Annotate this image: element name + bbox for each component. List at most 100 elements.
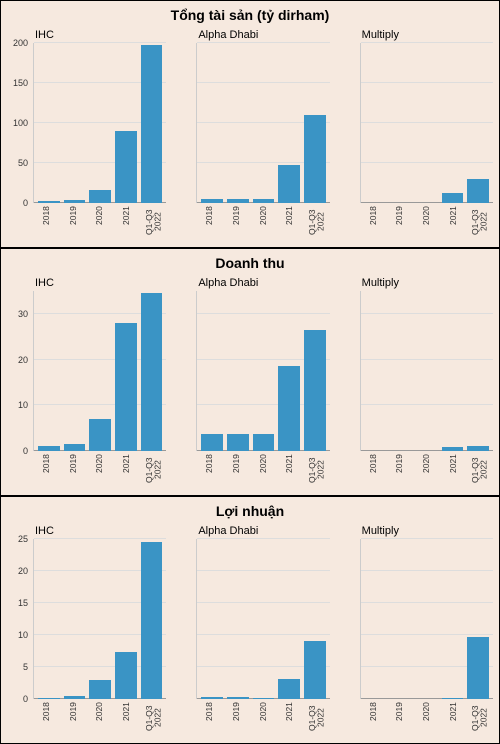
y-tick-label: 0 (23, 694, 28, 704)
plot-area (360, 539, 493, 699)
panel-title: Lợi nhuận (7, 503, 493, 519)
y-tick-label: 0 (23, 446, 28, 456)
x-tick-label: 2021 (440, 451, 467, 489)
x-tick-label: 2021 (113, 451, 140, 489)
y-tick-label: 0 (23, 198, 28, 208)
bars-container (361, 43, 493, 203)
chart: IHC01020302018201920202021Q1-Q3 2022 (7, 275, 166, 489)
plot-area (360, 291, 493, 451)
chart: IHC05101520252018201920202021Q1-Q3 2022 (7, 523, 166, 737)
x-axis: 2018201920202021Q1-Q3 2022 (334, 203, 493, 241)
plot-area (360, 43, 493, 203)
y-axis (334, 291, 360, 451)
bar (304, 641, 326, 699)
x-tick-label: 2019 (223, 203, 250, 241)
x-tick-label: 2020 (250, 203, 277, 241)
x-tick-label: 2019 (60, 699, 87, 737)
x-tick-label: 2020 (86, 451, 113, 489)
chart-series-label: Multiply (334, 27, 493, 43)
x-tick-label: 2020 (413, 451, 440, 489)
x-tick-label: 2018 (33, 451, 60, 489)
x-axis: 2018201920202021Q1-Q3 2022 (170, 699, 329, 737)
chart-series-label: IHC (7, 27, 166, 43)
y-axis (334, 43, 360, 203)
y-tick-label: 20 (18, 566, 28, 576)
x-tick-label: 2019 (386, 451, 413, 489)
chart-series-label: Alpha Dhabi (170, 523, 329, 539)
bar (278, 165, 300, 203)
x-tick-label: 2018 (360, 451, 387, 489)
x-axis: 2018201920202021Q1-Q3 2022 (334, 451, 493, 489)
x-axis: 2018201920202021Q1-Q3 2022 (334, 699, 493, 737)
y-tick-label: 20 (18, 355, 28, 365)
x-tick-label: 2018 (33, 203, 60, 241)
bars-container (197, 291, 329, 451)
y-axis (170, 539, 196, 699)
y-tick-label: 30 (18, 309, 28, 319)
bar (278, 679, 300, 699)
y-tick-label: 5 (23, 662, 28, 672)
bars-container (34, 291, 166, 451)
x-tick-label: 2020 (413, 699, 440, 737)
chart: Alpha Dhabi 2018201920202021Q1-Q3 2022 (170, 523, 329, 737)
y-tick-label: 150 (13, 78, 28, 88)
x-tick-label: 2018 (196, 451, 223, 489)
chart: Alpha Dhabi2018201920202021Q1-Q3 2022 (170, 27, 329, 241)
x-tick-label: Q1-Q3 2022 (303, 699, 330, 737)
y-axis: 050100150200 (7, 43, 33, 203)
bars-container (34, 539, 166, 699)
bar (201, 434, 223, 451)
x-tick-label: Q1-Q3 2022 (303, 203, 330, 241)
y-axis (170, 291, 196, 451)
bar (467, 637, 489, 699)
panel: Lợi nhuận IHC 0 5 10 15 20 25 2018201920202021Q1… (0, 496, 500, 744)
chart-series-label: IHC (7, 523, 166, 539)
x-tick-label: 2020 (86, 699, 113, 737)
panel: Tổng tài sản (tỷ dirham)IHC0501001502002… (0, 0, 500, 248)
x-tick-label: 2018 (196, 699, 223, 737)
x-tick-label: 2019 (60, 451, 87, 489)
chart: Multiply2018201920202021Q1-Q3 2022 (334, 523, 493, 737)
x-tick-label: Q1-Q3 2022 (466, 203, 493, 241)
charts-row: IHC0501001502002018201920202021Q1-Q3 202… (7, 27, 493, 241)
x-tick-label: 2018 (360, 699, 387, 737)
x-tick-label: 2019 (223, 451, 250, 489)
bar (253, 434, 275, 451)
x-tick-label: 2020 (250, 699, 277, 737)
y-tick-label: 25 (18, 534, 28, 544)
panel-title: Tổng tài sản (tỷ dirham) (7, 7, 493, 23)
y-tick-label: 15 (18, 598, 28, 608)
chart: Multiply2018201920202021Q1-Q3 2022 (334, 275, 493, 489)
chart: IHC0501001502002018201920202021Q1-Q3 202… (7, 27, 166, 241)
bars-container (361, 539, 493, 699)
x-tick-label: 2018 (360, 203, 387, 241)
bar (442, 193, 464, 203)
x-tick-label: 2021 (276, 451, 303, 489)
bars-container (197, 43, 329, 203)
x-tick-label: 2020 (250, 451, 277, 489)
chart: Alpha Dhabi2018201920202021Q1-Q3 2022 (170, 275, 329, 489)
plot-area (196, 291, 329, 451)
bar (141, 542, 163, 699)
y-axis: 0510152025 (7, 539, 33, 699)
bar (115, 131, 137, 203)
bar (89, 419, 111, 451)
x-tick-label: 2020 (413, 203, 440, 241)
bar (89, 190, 111, 203)
bar (278, 366, 300, 451)
y-tick-label: 10 (18, 400, 28, 410)
bar (115, 652, 137, 699)
y-axis (170, 43, 196, 203)
y-tick-label: 10 (18, 630, 28, 640)
x-tick-label: 2018 (196, 203, 223, 241)
y-axis: 0102030 (7, 291, 33, 451)
x-tick-label: 2021 (113, 203, 140, 241)
x-tick-label: Q1-Q3 2022 (140, 451, 167, 489)
x-axis: 2018201920202021Q1-Q3 2022 (170, 451, 329, 489)
plot-area (196, 539, 329, 699)
charts-row: IHC05101520252018201920202021Q1-Q3 2022A… (7, 523, 493, 737)
bar (227, 434, 249, 451)
x-tick-label: 2021 (440, 203, 467, 241)
plot-area (33, 291, 166, 451)
x-tick-label: Q1-Q3 2022 (466, 699, 493, 737)
